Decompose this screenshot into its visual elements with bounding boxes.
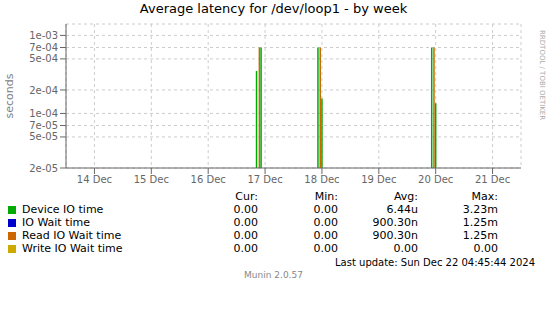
html-text:0.00: 0.00 xyxy=(313,229,338,242)
html-text:1.25m: 1.25m xyxy=(462,216,498,229)
html-text:Munin 2.0.57: Munin 2.0.57 xyxy=(244,270,303,280)
html-text:0.00: 0.00 xyxy=(233,216,258,229)
html-text:Device IO time: Device IO time xyxy=(22,203,104,216)
svg-text:20 Dec: 20 Dec xyxy=(418,174,453,185)
html-text:Max:: Max: xyxy=(471,190,498,203)
svg-text:15 Dec: 15 Dec xyxy=(134,174,169,185)
html-text:IO Wait time: IO Wait time xyxy=(22,216,90,229)
html-text:900.30n: 900.30n xyxy=(372,229,418,242)
svg-text:19 Dec: 19 Dec xyxy=(361,174,396,185)
html-text:0.00: 0.00 xyxy=(233,203,258,216)
svg-text:21 Dec: 21 Dec xyxy=(475,174,510,185)
html-text:0.00: 0.00 xyxy=(393,242,418,255)
html-text:Cur:: Cur: xyxy=(235,190,258,203)
html-text:0.00: 0.00 xyxy=(233,229,258,242)
html-text:6.44u: 6.44u xyxy=(386,203,418,216)
html-text:3.23m: 3.23m xyxy=(462,203,498,216)
html-text:RRDTOOL / TOBI OETIKER: RRDTOOL / TOBI OETIKER xyxy=(538,30,546,121)
svg-text:2e-04: 2e-04 xyxy=(29,85,58,96)
svg-text:5e-04: 5e-04 xyxy=(29,53,58,64)
svg-text:14 Dec: 14 Dec xyxy=(77,174,112,185)
html-text:0.00: 0.00 xyxy=(313,203,338,216)
svg-text:17 Dec: 17 Dec xyxy=(247,174,282,185)
html-text:Read IO Wait time: Read IO Wait time xyxy=(22,229,122,242)
svg-text:2e-05: 2e-05 xyxy=(29,163,58,174)
svg-text:7e-05: 7e-05 xyxy=(29,120,58,131)
svg-text:18 Dec: 18 Dec xyxy=(304,174,339,185)
svg-text:7e-04: 7e-04 xyxy=(29,42,58,53)
html-text:0.00: 0.00 xyxy=(313,216,338,229)
html-text:Last update: Sun Dec 22 04:45:: Last update: Sun Dec 22 04:45:44 2024 xyxy=(335,257,535,268)
html-text:1.25m: 1.25m xyxy=(462,229,498,242)
html-text:0.00: 0.00 xyxy=(313,242,338,255)
html-text:900.30n: 900.30n xyxy=(372,216,418,229)
html-text:Avg:: Avg: xyxy=(393,190,418,203)
svg-text:1e-03: 1e-03 xyxy=(29,30,58,41)
svg-text:5e-05: 5e-05 xyxy=(29,131,58,142)
svg-text:16 Dec: 16 Dec xyxy=(191,174,226,185)
svg-text:seconds: seconds xyxy=(8,73,16,118)
html-text:Average latency for /dev/loop1: Average latency for /dev/loop1 - by week xyxy=(139,1,408,16)
html-text:0.00: 0.00 xyxy=(473,242,498,255)
html-text:Write IO Wait time: Write IO Wait time xyxy=(22,242,123,255)
svg-text:1e-04: 1e-04 xyxy=(29,108,58,119)
html-text:Min:: Min: xyxy=(314,190,338,203)
html-text:0.00: 0.00 xyxy=(233,242,258,255)
